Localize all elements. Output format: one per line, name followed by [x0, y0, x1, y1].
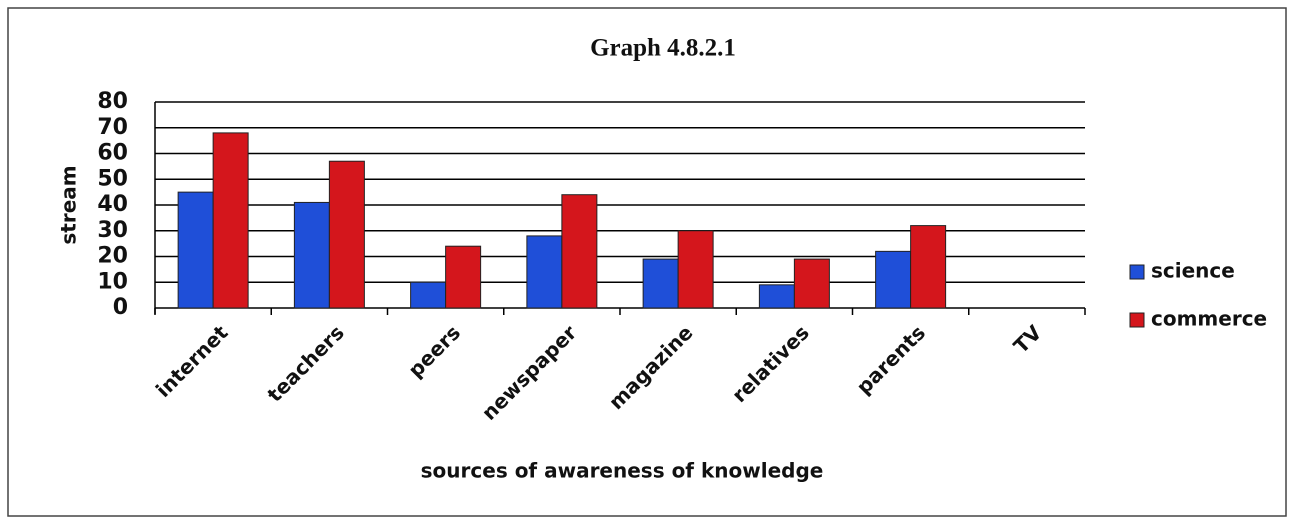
bar [293, 201, 330, 309]
chart-title: Graph 4.8.2.1 [590, 35, 736, 62]
bar [328, 160, 365, 309]
x-tick-label: parents [852, 320, 930, 398]
bar [526, 235, 563, 309]
x-tick-label: magazine [604, 320, 698, 414]
bar [677, 230, 714, 309]
legend-label: commerce [1151, 307, 1267, 331]
bar [758, 284, 795, 309]
x-tick-label: TV [1009, 320, 1047, 358]
bar [561, 194, 598, 309]
bar [875, 250, 912, 309]
legend-swatch [1129, 264, 1145, 280]
x-tick-label: peers [403, 320, 465, 382]
y-tick-label: 80 [97, 89, 128, 114]
y-tick-label: 50 [97, 166, 128, 191]
legend-label: science [1151, 259, 1235, 283]
bar [642, 258, 679, 309]
legend-swatch [1129, 312, 1145, 328]
y-tick-label: 70 [97, 115, 128, 140]
y-tick-label: 40 [97, 192, 128, 217]
bar [793, 258, 830, 309]
y-tick-label: 30 [97, 218, 128, 243]
y-tick-label: 20 [97, 244, 128, 269]
bar [910, 225, 947, 309]
bar [410, 281, 447, 309]
x-tick-label: internet [151, 320, 233, 402]
x-tick-label: relatives [727, 320, 814, 407]
bar [212, 132, 249, 309]
bar [445, 245, 482, 309]
bar [177, 191, 214, 309]
x-tick-label: newspaper [477, 320, 582, 425]
x-axis-title: sources of awareness of knowledge [421, 459, 824, 483]
y-axis-title: stream [57, 165, 81, 244]
y-tick-label: 60 [97, 141, 128, 166]
chart-frame [7, 7, 1287, 517]
y-tick-label: 0 [113, 295, 128, 320]
x-tick-label: teachers [262, 320, 348, 406]
y-tick-label: 10 [97, 269, 128, 294]
